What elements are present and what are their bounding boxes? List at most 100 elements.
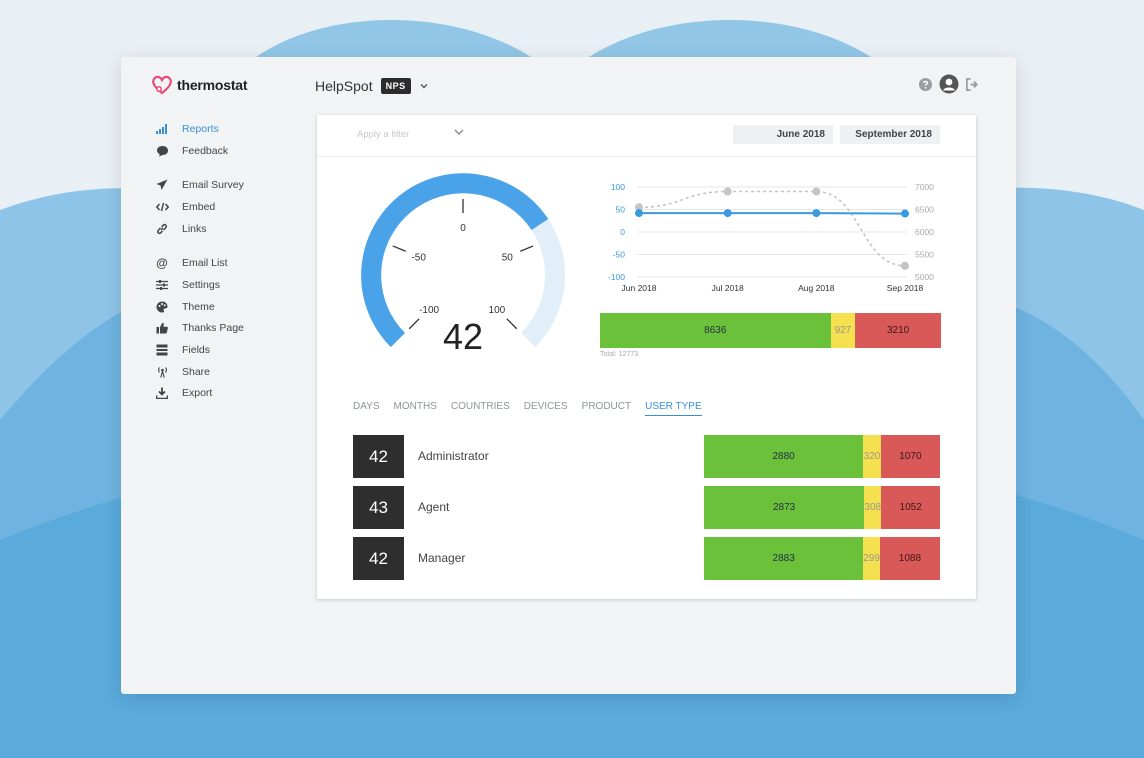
row-score: 42 bbox=[353, 435, 404, 478]
tab-countries[interactable]: COUNTRIES bbox=[450, 401, 510, 412]
sidebar-item-label: Email List bbox=[182, 257, 228, 270]
responses-point bbox=[812, 187, 821, 196]
table-row[interactable]: 43 Agent 2873 308 1052 bbox=[353, 486, 941, 529]
chevron-down-icon[interactable] bbox=[453, 126, 465, 138]
fields-icon bbox=[155, 343, 169, 357]
sidebar-item-thanks-page[interactable]: Thanks Page bbox=[155, 318, 295, 340]
date-to-button[interactable]: September 2018 bbox=[840, 125, 940, 144]
x-axis-tick: Aug 2018 bbox=[798, 283, 835, 293]
nps-gauge: -100 -50 0 50 100 42 bbox=[361, 173, 565, 357]
detractors-segment: 3210 bbox=[855, 313, 941, 348]
right-axis-tick: 5500 bbox=[915, 250, 934, 260]
sidebar-item-email-survey[interactable]: Email Survey bbox=[155, 174, 295, 196]
logo-text: thermostat bbox=[177, 77, 248, 93]
sidebar-item-label: Feedback bbox=[182, 144, 229, 157]
passives-segment: 308 bbox=[864, 486, 882, 529]
sidebar-item-fields[interactable]: Fields bbox=[155, 339, 295, 361]
row-label: Administrator bbox=[418, 449, 489, 463]
gauge-tick bbox=[506, 318, 518, 330]
sidebar-item-label: Links bbox=[182, 222, 207, 235]
app-selector[interactable]: HelpSpot NPS bbox=[315, 78, 429, 94]
responses-point bbox=[901, 261, 909, 270]
detractors-segment: 1088 bbox=[879, 537, 940, 580]
nps-trend-chart: 100 50 0 -50 -100 7000 6500 6000 5500 5000 Jun 2… bbox=[608, 182, 934, 293]
breakdown-tabs: DAYS MONTHS COUNTRIES DEVICES PRODUCT US… bbox=[353, 401, 716, 416]
logo[interactable]: thermostat bbox=[151, 75, 248, 95]
sidebar-item-label: Fields bbox=[182, 344, 211, 357]
chart-gridlines bbox=[637, 186, 907, 278]
left-axis-tick: 100 bbox=[611, 182, 625, 192]
top-right-icons bbox=[918, 74, 980, 94]
thumbs-up-icon bbox=[155, 321, 169, 335]
promoters-segment: 2873 bbox=[704, 486, 865, 529]
tab-days[interactable]: DAYS bbox=[353, 401, 380, 412]
date-from-button[interactable]: June 2018 bbox=[733, 125, 833, 144]
sliders-icon bbox=[155, 278, 169, 292]
nps-point bbox=[635, 209, 643, 218]
link-icon bbox=[155, 222, 169, 236]
tab-user-type[interactable]: USER TYPE bbox=[645, 401, 702, 416]
responses-point bbox=[635, 203, 643, 212]
tab-product[interactable]: PRODUCT bbox=[581, 401, 632, 412]
gauge-ticks: -100 -50 0 50 100 bbox=[392, 199, 534, 330]
promoters-segment: 8636 bbox=[600, 313, 831, 348]
sidebar-item-theme[interactable]: Theme bbox=[155, 296, 295, 318]
nps-point bbox=[812, 209, 821, 218]
gauge-tick-label: 100 bbox=[489, 305, 506, 316]
sidebar-item-reports[interactable]: Reports bbox=[155, 118, 295, 140]
total-responses: Total: 12773 bbox=[600, 351, 639, 358]
report-card: Apply a filter June 2018 September 2018 … bbox=[317, 115, 976, 599]
detractors-segment: 1070 bbox=[880, 435, 940, 478]
row-breakdown-bar: 2883 299 1088 bbox=[704, 537, 940, 580]
sidebar-item-settings[interactable]: Settings bbox=[155, 274, 295, 296]
passives-segment: 299 bbox=[863, 537, 880, 580]
filter-dropdown[interactable]: Apply a filter bbox=[357, 129, 410, 140]
left-axis-tick: -50 bbox=[613, 250, 626, 260]
broadcast-icon bbox=[155, 365, 169, 379]
app-window: thermostat HelpSpot NPS Reports Feedbac bbox=[121, 57, 1016, 694]
tab-devices[interactable]: DEVICES bbox=[523, 401, 568, 412]
table-row[interactable]: 42 Administrator 2880 320 1070 bbox=[353, 435, 941, 478]
right-axis-tick: 5000 bbox=[915, 272, 934, 282]
sidebar-item-export[interactable]: Export bbox=[155, 383, 295, 405]
promoters-segment: 2880 bbox=[704, 435, 864, 478]
row-label: Manager bbox=[418, 551, 466, 565]
sidebar-item-feedback[interactable]: Feedback bbox=[155, 140, 295, 162]
row-breakdown-bar: 2880 320 1070 bbox=[704, 435, 940, 478]
right-axis-tick: 6500 bbox=[915, 205, 934, 215]
left-axis-tick: 0 bbox=[620, 227, 625, 237]
left-axis-tick: -100 bbox=[608, 272, 625, 282]
nps-point bbox=[723, 209, 732, 218]
table-row[interactable]: 42 Manager 2883 299 1088 bbox=[353, 537, 941, 580]
x-axis-tick: Sep 2018 bbox=[887, 283, 924, 293]
tab-months[interactable]: MONTHS bbox=[393, 401, 437, 412]
nps-score: 42 bbox=[443, 316, 483, 357]
chevron-down-icon[interactable] bbox=[419, 81, 429, 91]
sidebar-item-label: Export bbox=[182, 387, 213, 400]
sidebar-item-email-list[interactable]: @ Email List bbox=[155, 252, 295, 274]
left-axis-tick: 50 bbox=[616, 205, 626, 215]
gauge-tick-label: -100 bbox=[419, 305, 439, 316]
help-icon[interactable] bbox=[918, 77, 933, 92]
gauge-tick-label: 0 bbox=[460, 223, 466, 234]
nps-point bbox=[901, 209, 909, 218]
x-axis-tick: Jul 2018 bbox=[712, 283, 744, 293]
at-icon: @ bbox=[156, 256, 168, 271]
x-axis-tick: Jun 2018 bbox=[622, 283, 657, 293]
logout-icon[interactable] bbox=[965, 77, 980, 92]
sidebar-item-label: Embed bbox=[182, 200, 216, 213]
detractors-segment: 1052 bbox=[881, 486, 940, 529]
chart-series bbox=[635, 187, 909, 270]
gauge-fill bbox=[361, 173, 549, 348]
right-axis-tick: 6000 bbox=[915, 227, 934, 237]
gauge-tick bbox=[392, 245, 406, 252]
responses-point bbox=[723, 187, 732, 196]
sidebar-item-embed[interactable]: Embed bbox=[155, 196, 295, 218]
user-avatar-icon[interactable] bbox=[939, 74, 959, 94]
sidebar-item-links[interactable]: Links bbox=[155, 218, 295, 240]
paper-plane-icon bbox=[155, 178, 169, 192]
sidebar-item-share[interactable]: Share bbox=[155, 361, 295, 383]
promoters-segment: 2883 bbox=[704, 537, 864, 580]
passives-segment: 927 bbox=[830, 313, 856, 348]
sidebar: Reports Feedback Email Survey Embed Link… bbox=[155, 118, 295, 404]
